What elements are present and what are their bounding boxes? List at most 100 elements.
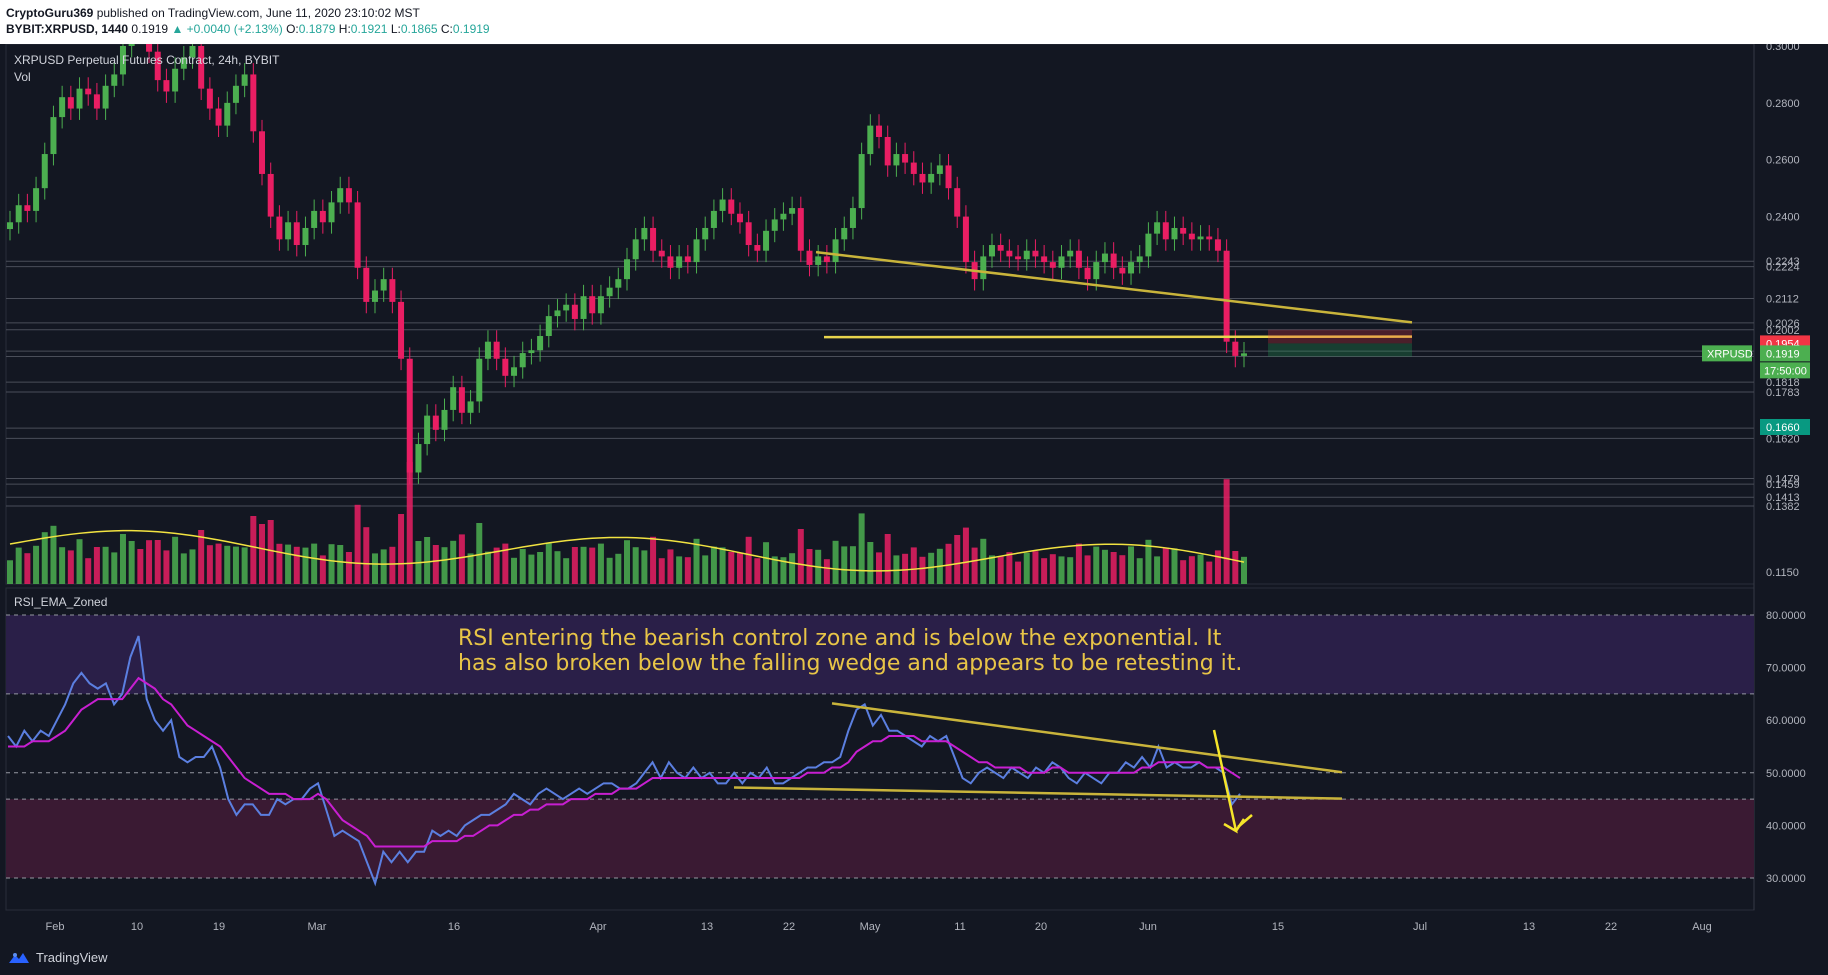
volume-bar [7,560,13,584]
time-tick-label: 19 [213,921,225,933]
volume-bar [702,555,709,584]
bullish-control-zone [6,615,1754,694]
volume-bar [180,553,187,584]
volume-bar [250,516,257,584]
volume-bar [728,552,735,584]
author-name[interactable]: CryptoGuru369 [6,6,94,20]
volume-bar [1075,543,1082,584]
annotation-line-2: has also broken below the falling wedge … [458,651,1243,676]
countdown-badge [1760,362,1810,379]
candle-body [936,165,943,174]
volume-bar [50,525,57,584]
volume-bar [76,539,83,584]
candle-body [676,256,683,268]
volume-bar [398,514,405,584]
candle-body [1110,253,1117,268]
volume-bar [1145,539,1152,584]
countdown-value: 17:50:00 [1764,365,1807,377]
candle-body [41,154,48,189]
rsi-annotation: RSI entering the bearish control zone an… [458,626,1358,676]
time-tick-label: 22 [1605,921,1617,933]
open-value: 0.1879 [298,22,336,36]
price-tick-label: 0.2112 [1766,293,1799,305]
time-tick-label: 10 [131,921,143,933]
price-tick-label: 0.1150 [1766,567,1799,579]
candle-body [702,227,709,240]
volume-bar [537,552,544,584]
candle-body [597,296,604,314]
candle-body [484,341,491,359]
volume-bar [119,534,126,584]
volume-bar [59,547,66,584]
volume-bar [406,462,413,584]
candle-body [1101,253,1108,263]
candle-body [232,85,239,103]
candle-body [1049,262,1056,268]
candle-body [146,44,153,52]
volume-bar [502,543,509,584]
volume-bar [41,532,48,584]
candle-body [980,256,987,280]
rsi-wedge-top-line [831,702,1343,774]
volume-bar [1049,554,1056,584]
candle-body [337,188,344,203]
volume-bar [1023,552,1030,584]
candle-body [311,210,318,228]
candle-body [1162,222,1169,240]
volume-bar [1232,551,1239,584]
volume-bar [580,546,587,584]
volume-bar [1162,547,1169,584]
open-label: O: [286,22,299,36]
volume-bar [15,547,22,584]
candle-body [1232,341,1239,356]
volume-bar [328,544,335,584]
price-badge-value: 0.1919 [1766,348,1800,360]
volume-bar [111,552,118,584]
rsi_ema-line [8,676,1241,848]
volume-bar [867,542,874,584]
volume-bar [389,546,396,584]
candle-body [215,108,222,126]
volume-bar [1084,555,1091,584]
price-tick-label: 0.1620 [1766,433,1800,445]
candle-body [658,250,665,257]
volume-bar [311,543,318,584]
volume-bar [128,541,135,584]
candle-body [224,102,231,126]
price-change: ▲ +0.0040 (+2.13%) [171,22,283,36]
candle-body [415,444,422,473]
wedge-support-line [823,335,1413,339]
candle-body [241,74,248,86]
volume-bar [1058,556,1065,584]
retest-arrow [1237,814,1253,828]
candle-body [632,239,639,260]
candle-body [511,367,518,376]
candle-body [789,208,796,214]
candle-body [849,208,856,228]
volume-bar [632,547,639,584]
volume-bar [424,537,431,584]
candle-body [189,46,196,58]
candle-body [128,44,135,46]
low-value: 0.1865 [400,22,438,36]
tradingview-brand[interactable]: TradingView [8,950,108,965]
volume-bar [458,534,465,584]
candle-body [962,216,969,263]
candle-body [867,125,874,155]
candle-body [589,296,596,314]
candle-body [719,199,726,211]
time-tick-label: 16 [448,921,460,933]
candle-body [902,154,909,163]
candle-body [302,227,309,246]
volume-bar [597,543,604,584]
candle-body [1119,267,1126,274]
price-tick-label: 0.2026 [1766,318,1800,330]
candle-body [1015,256,1022,260]
volume-bar [467,553,474,584]
candle-body [398,301,405,359]
price-tick-label: 0.2243 [1766,256,1800,268]
candle-body [67,97,74,109]
candle-body [1154,222,1161,234]
volume-bar [241,547,248,584]
